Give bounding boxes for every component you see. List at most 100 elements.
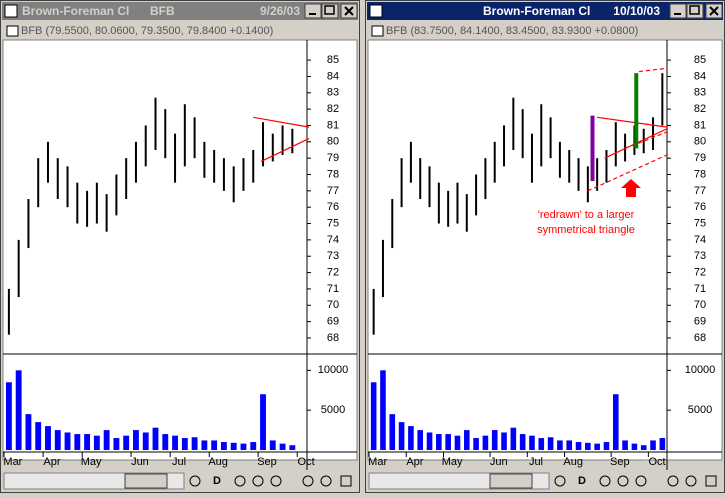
x-tick-label: Oct	[298, 456, 315, 468]
volume-bar	[519, 434, 526, 450]
toolbar-icon[interactable]	[302, 475, 314, 487]
volume-bar	[250, 442, 257, 450]
header-icon	[371, 25, 384, 37]
volume-bar	[529, 435, 535, 450]
x-tick-label: Jul	[529, 456, 543, 468]
volume-bar	[93, 435, 100, 450]
y-tick-label: 77	[327, 185, 339, 197]
volume-bar	[181, 438, 188, 450]
volume-bar	[123, 435, 130, 450]
volume-bar	[398, 422, 405, 450]
y-tick-label: 76	[327, 201, 339, 213]
volume-bar	[436, 434, 442, 450]
chart-area	[367, 39, 723, 461]
toolbar-button[interactable]: D	[213, 475, 221, 487]
y-tick-label: 73	[327, 250, 339, 262]
volume-bar	[408, 426, 414, 450]
chart-area	[2, 39, 358, 461]
volume-bar	[15, 370, 22, 450]
volume-tick-label: 5000	[688, 404, 712, 416]
trendline	[597, 116, 668, 128]
volume-bar	[380, 370, 386, 450]
toolbar-icon[interactable]	[635, 475, 647, 487]
trendline	[587, 154, 668, 192]
toolbar-icon[interactable]	[320, 475, 332, 487]
volume-bar	[454, 435, 461, 450]
toolbar-icon[interactable]	[340, 475, 352, 487]
volume-bar	[585, 442, 591, 450]
volume-bar	[172, 435, 178, 450]
volume-bar	[45, 426, 51, 450]
minimize-button[interactable]	[304, 3, 322, 19]
window-date: 10/10/03	[613, 4, 660, 18]
glyph	[324, 5, 335, 15]
toolbar-icon[interactable]	[667, 475, 679, 487]
volume-bar	[603, 442, 610, 450]
glyph	[689, 5, 700, 15]
glyph	[709, 6, 719, 16]
y-tick-label: 85	[694, 54, 706, 66]
volume-bar	[220, 442, 227, 450]
window-icon	[369, 4, 383, 18]
volume-bar	[510, 427, 517, 450]
volume-bar	[201, 440, 208, 450]
trendline	[624, 131, 668, 149]
volume-bar	[269, 440, 276, 450]
y-tick-label: 78	[694, 168, 706, 180]
x-tick-label: May	[442, 456, 463, 468]
y-tick-label: 80	[327, 136, 339, 148]
volume-bar	[557, 440, 563, 450]
y-tick-label: 75	[327, 217, 339, 229]
toolbar-icon[interactable]	[189, 475, 201, 487]
scroll-thumb[interactable]	[489, 473, 533, 489]
toolbar-icon[interactable]	[685, 475, 697, 487]
y-tick-label: 75	[694, 217, 706, 229]
toolbar-icon[interactable]	[234, 475, 246, 487]
toolbar-button[interactable]: D	[578, 475, 586, 487]
volume-bar	[547, 437, 554, 450]
volume-bar	[538, 438, 545, 450]
volume-bar	[279, 443, 286, 450]
minimize-button[interactable]	[669, 3, 687, 19]
x-tick-label: Mar	[368, 456, 387, 468]
window-symbol: BFB	[150, 4, 175, 18]
volume-bar	[133, 430, 139, 450]
toolbar-icon[interactable]	[554, 475, 566, 487]
y-tick-label: 79	[694, 152, 706, 164]
scroll-thumb[interactable]	[124, 473, 168, 489]
y-tick-label: 82	[327, 103, 339, 115]
volume-bar	[463, 430, 470, 450]
y-tick-label: 80	[694, 136, 706, 148]
header-icon	[6, 25, 19, 37]
volume-bar	[473, 438, 479, 450]
volume-bar	[260, 394, 266, 450]
volume-bar	[482, 435, 489, 450]
toolbar-icon[interactable]	[599, 475, 611, 487]
volume-bar	[230, 442, 237, 450]
y-tick-label: 81	[694, 119, 706, 131]
volume-bar	[152, 427, 159, 450]
volume-bar	[191, 437, 198, 450]
volume-bar	[142, 432, 149, 450]
volume-bar	[25, 414, 32, 450]
volume-bar	[84, 434, 91, 450]
volume-bar	[54, 430, 61, 450]
y-tick-label: 79	[327, 152, 339, 164]
window-icon	[4, 4, 18, 18]
toolbar-icon[interactable]	[270, 475, 282, 487]
y-tick-label: 71	[327, 283, 339, 295]
y-tick-label: 81	[327, 119, 339, 131]
y-tick-label: 83	[694, 87, 706, 99]
glyph	[344, 6, 354, 16]
volume-bar	[64, 432, 71, 450]
y-tick-label: 71	[694, 283, 706, 295]
y-tick-label: 69	[327, 316, 339, 328]
toolbar-icon[interactable]	[705, 475, 717, 487]
toolbar-icon[interactable]	[617, 475, 629, 487]
toolbar-icon[interactable]	[252, 475, 264, 487]
y-tick-label: 68	[327, 332, 339, 344]
y-tick-label: 82	[694, 103, 706, 115]
x-tick-label: Jun	[131, 456, 149, 468]
volume-bar	[103, 430, 110, 450]
